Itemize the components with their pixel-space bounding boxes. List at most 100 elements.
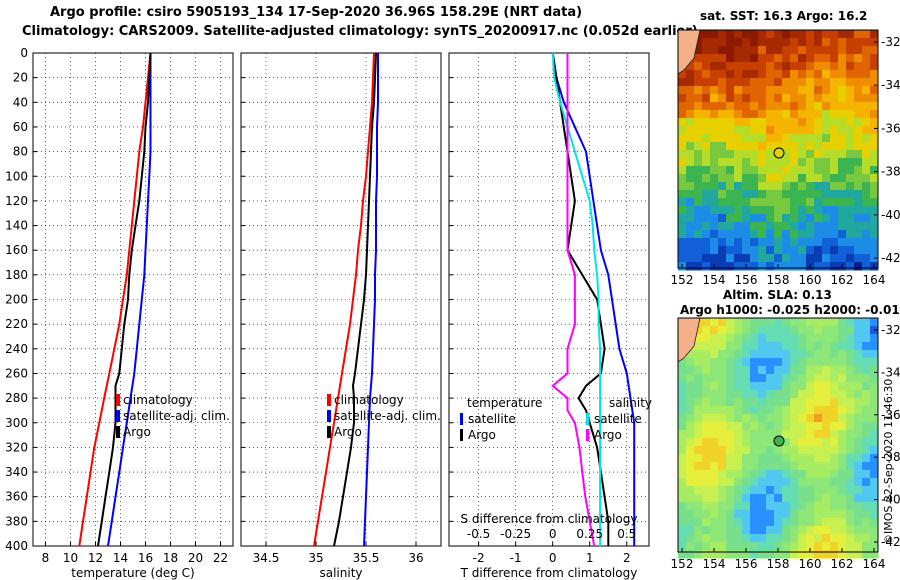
map-cell xyxy=(782,38,791,47)
map-cell xyxy=(726,494,735,503)
map-cell xyxy=(750,518,759,527)
map-cell xyxy=(742,46,751,55)
map-cell xyxy=(854,254,863,263)
map-cell xyxy=(862,414,871,423)
map-cell xyxy=(822,86,831,95)
map-cell xyxy=(734,94,743,103)
map-cell xyxy=(742,542,751,551)
map-cell xyxy=(702,134,711,143)
map-cell xyxy=(822,142,831,151)
map-cell xyxy=(846,118,855,127)
map-cell xyxy=(846,158,855,167)
map-cell xyxy=(830,478,839,487)
map-cell xyxy=(854,166,863,175)
lon-tick-label: 158 xyxy=(767,273,790,287)
map-cell xyxy=(830,102,839,111)
map-cell xyxy=(830,534,839,543)
map-cell xyxy=(814,182,823,191)
map-cell xyxy=(854,198,863,207)
profile-panel-1: 0204060801001201401601802002202402602803… xyxy=(5,46,234,580)
map-cell xyxy=(806,334,815,343)
map-cell xyxy=(814,254,823,263)
map-cell xyxy=(686,422,695,431)
map-cell xyxy=(766,470,775,479)
map-cell xyxy=(686,382,695,391)
map-cell xyxy=(790,142,799,151)
map-cell xyxy=(702,374,711,383)
map-cell xyxy=(742,134,751,143)
map-cell xyxy=(870,54,879,63)
map-cell xyxy=(806,230,815,239)
lat-tick-label: -34 xyxy=(881,365,900,379)
map-cell xyxy=(742,510,751,519)
map-cell xyxy=(686,110,695,119)
map-cell xyxy=(782,182,791,191)
map-cell xyxy=(782,454,791,463)
map-cell xyxy=(854,118,863,127)
lat-tick-label: -32 xyxy=(881,35,900,49)
lon-tick-label: 158 xyxy=(767,557,790,571)
map-cell xyxy=(766,246,775,255)
map-cell xyxy=(702,262,711,271)
map-cell xyxy=(798,542,807,551)
series-line-salinity-argo xyxy=(551,53,596,547)
map-cell xyxy=(782,54,791,63)
x-tick-label-top: 0 xyxy=(549,527,557,541)
map-cell xyxy=(806,550,815,559)
map-cell xyxy=(750,70,759,79)
map-cell xyxy=(694,342,703,351)
map-cell xyxy=(822,150,831,159)
map-cell xyxy=(822,502,831,511)
map-cell xyxy=(870,182,879,191)
map-cell xyxy=(758,126,767,135)
map-cell xyxy=(694,486,703,495)
map-cell xyxy=(846,526,855,535)
map-cell xyxy=(718,510,727,519)
map-cell xyxy=(702,550,711,559)
map-cell xyxy=(854,150,863,159)
map-cell xyxy=(758,550,767,559)
map-cell xyxy=(790,86,799,95)
map-cell xyxy=(742,174,751,183)
map-cell xyxy=(822,262,831,271)
map-cell xyxy=(694,390,703,399)
map-cell xyxy=(774,542,783,551)
map-cell xyxy=(814,134,823,143)
map-cell xyxy=(726,358,735,367)
map-cell xyxy=(766,46,775,55)
map-cell xyxy=(830,454,839,463)
map-cell xyxy=(782,414,791,423)
map-cell xyxy=(750,126,759,135)
map-cell xyxy=(814,206,823,215)
map-cell xyxy=(726,438,735,447)
map-cell xyxy=(694,534,703,543)
map-cell xyxy=(806,86,815,95)
legend-label: satellite xyxy=(468,412,516,426)
map-cell xyxy=(686,406,695,415)
map-cell xyxy=(750,54,759,63)
map-cell xyxy=(798,422,807,431)
map-cell xyxy=(758,358,767,367)
map-cell xyxy=(846,382,855,391)
map-cell xyxy=(702,390,711,399)
map-cell xyxy=(846,142,855,151)
map-cell xyxy=(806,470,815,479)
map-cell xyxy=(686,254,695,263)
map-cell xyxy=(790,374,799,383)
map-cell xyxy=(750,470,759,479)
map-cell xyxy=(782,190,791,199)
map-cell xyxy=(710,518,719,527)
map-cell xyxy=(854,38,863,47)
map-cell xyxy=(710,70,719,79)
map-cell xyxy=(838,142,847,151)
map-cell xyxy=(806,238,815,247)
map-cell xyxy=(726,126,735,135)
map-cell xyxy=(702,446,711,455)
map-cell xyxy=(838,214,847,223)
y-tick-label: 0 xyxy=(20,46,28,60)
map-cell xyxy=(854,214,863,223)
map-cell xyxy=(678,550,687,559)
map-cell xyxy=(734,438,743,447)
map-cell xyxy=(718,214,727,223)
